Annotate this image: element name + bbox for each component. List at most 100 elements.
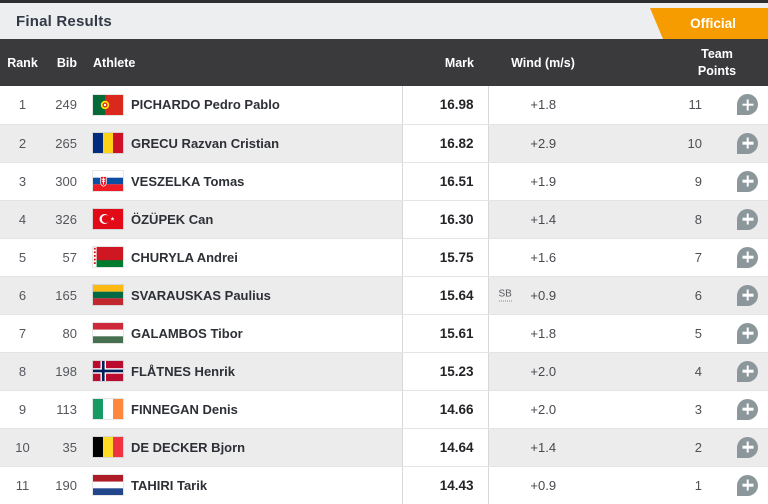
- expand-result-button[interactable]: [737, 474, 758, 496]
- expand-result-button[interactable]: [737, 170, 758, 192]
- team-points-cell: 3: [598, 390, 710, 429]
- flag-icon-irl: [93, 399, 123, 419]
- expand-cell: [710, 162, 768, 201]
- wind-cell: +2.0: [488, 352, 598, 391]
- expand-cell: [710, 466, 768, 504]
- bib-cell: 300: [45, 162, 83, 201]
- col-header-rank: Rank: [0, 39, 45, 86]
- wind-value: +1.9: [530, 173, 557, 189]
- expand-cell: [710, 124, 768, 163]
- team-points-cell: 9: [598, 162, 710, 201]
- expand-cell: [710, 238, 768, 277]
- athlete-cell: FINNEGAN Denis: [83, 390, 402, 429]
- wind-cell: +2.9: [488, 124, 598, 163]
- table-row: 2 265 GRECU Razvan Cristian 16.82 +2.9 1…: [0, 124, 768, 163]
- athlete-cell: CHURYLA Andrei: [83, 238, 402, 277]
- table-header: Rank Bib Athlete Mark Wind (m/s) Team Po…: [0, 39, 768, 86]
- bib-cell: 265: [45, 124, 83, 163]
- mark-cell: 16.51: [401, 162, 489, 201]
- expand-result-button[interactable]: [737, 132, 758, 154]
- page-title: Final Results: [16, 12, 112, 30]
- athlete-name: GRECU Razvan Cristian: [131, 135, 280, 151]
- mark-cell: 14.43: [401, 466, 489, 504]
- flag-icon-hun: [93, 323, 123, 343]
- expand-result-button[interactable]: [737, 284, 758, 306]
- expand-result-button[interactable]: [737, 246, 758, 268]
- table-row: 1 249 PICHARDO Pedro Pablo 16.98 +1.8 11: [0, 86, 768, 125]
- athlete-name: FLÅTNES Henrik: [131, 363, 236, 379]
- wind-value: +1.8: [530, 325, 557, 341]
- bib-cell: 326: [45, 200, 83, 239]
- col-header-team-points: Team Points: [598, 39, 768, 86]
- flag-icon-bel: [93, 437, 123, 457]
- table-row: 3 300 VESZELKA Tomas 16.51 +1.9 9: [0, 162, 768, 201]
- rank-cell: 5: [0, 238, 45, 277]
- flag-icon-tur: [93, 209, 123, 229]
- wind-cell: +0.9: [488, 466, 598, 504]
- expand-cell: [710, 86, 768, 125]
- wind-value: +1.6: [530, 249, 557, 265]
- team-points-cell: 8: [598, 200, 710, 239]
- wind-cell: +1.8: [488, 314, 598, 353]
- bib-cell: 35: [45, 428, 83, 467]
- flag-icon-svk: [93, 171, 123, 191]
- athlete-name: DE DECKER Bjorn: [131, 439, 246, 455]
- bib-cell: 57: [45, 238, 83, 277]
- athlete-name: VESZELKA Tomas: [131, 173, 245, 189]
- rank-cell: 4: [0, 200, 45, 239]
- team-points-cell: 2: [598, 428, 710, 467]
- table-row: 4 326 ÖZÜPEK Can 16.30 +1.4 8: [0, 200, 768, 239]
- team-points-cell: 5: [598, 314, 710, 353]
- athlete-name: GALAMBOS Tibor: [131, 325, 243, 341]
- mark-cell: 15.64: [401, 276, 489, 315]
- table-row: 11 190 TAHIRI Tarik 14.43 +0.9 1: [0, 466, 768, 504]
- season-best-badge: SB: [498, 288, 512, 302]
- expand-result-button[interactable]: [737, 322, 758, 344]
- bib-cell: 198: [45, 352, 83, 391]
- rank-cell: 1: [0, 86, 45, 125]
- expand-result-button[interactable]: [737, 436, 758, 458]
- mark-cell: 15.23: [401, 352, 489, 391]
- wind-value: +2.9: [530, 135, 557, 151]
- team-points-cell: 4: [598, 352, 710, 391]
- rank-cell: 7: [0, 314, 45, 353]
- athlete-name: FINNEGAN Denis: [131, 401, 238, 417]
- expand-result-button[interactable]: [737, 208, 758, 230]
- mark-cell: 16.30: [401, 200, 489, 239]
- table-row: 5 57 CHURYLA Andrei 15.75 +1.6 7: [0, 238, 768, 277]
- table-row: 8 198 FLÅTNES Henrik 15.23 +2.0 4: [0, 352, 768, 391]
- title-bar: Final Results Official: [0, 3, 768, 39]
- flag-icon-nor: [93, 361, 123, 381]
- athlete-cell: ÖZÜPEK Can: [83, 200, 402, 239]
- wind-cell: SB +0.9: [488, 276, 598, 315]
- col-header-wind: Wind (m/s): [488, 39, 598, 86]
- expand-result-button[interactable]: [737, 94, 758, 116]
- wind-value: +1.4: [530, 439, 557, 455]
- team-points-cell: 11: [598, 86, 710, 125]
- athlete-cell: FLÅTNES Henrik: [83, 352, 402, 391]
- athlete-cell: SVARAUSKAS Paulius: [83, 276, 402, 315]
- wind-value: +1.4: [530, 211, 557, 227]
- table-row: 10 35 DE DECKER Bjorn 14.64 +1.4 2: [0, 428, 768, 467]
- col-header-athlete: Athlete: [83, 39, 402, 86]
- expand-result-button[interactable]: [737, 360, 758, 382]
- col-header-mark: Mark: [402, 39, 488, 86]
- mark-cell: 16.82: [401, 124, 489, 163]
- expand-cell: [710, 276, 768, 315]
- mark-cell: 14.64: [401, 428, 489, 467]
- expand-result-button[interactable]: [737, 398, 758, 420]
- rank-cell: 10: [0, 428, 45, 467]
- rank-cell: 9: [0, 390, 45, 429]
- athlete-cell: PICHARDO Pedro Pablo: [83, 86, 402, 125]
- rank-cell: 2: [0, 124, 45, 163]
- wind-value: +0.9: [530, 287, 557, 303]
- athlete-cell: GRECU Razvan Cristian: [83, 124, 402, 163]
- expand-cell: [710, 200, 768, 239]
- mark-cell: 14.66: [401, 390, 489, 429]
- wind-cell: +1.9: [488, 162, 598, 201]
- top-border: [0, 0, 768, 3]
- flag-icon-rou: [93, 133, 123, 153]
- wind-value: +1.8: [530, 97, 557, 113]
- table-row: 7 80 GALAMBOS Tibor 15.61 +1.8 5: [0, 314, 768, 353]
- wind-cell: +1.6: [488, 238, 598, 277]
